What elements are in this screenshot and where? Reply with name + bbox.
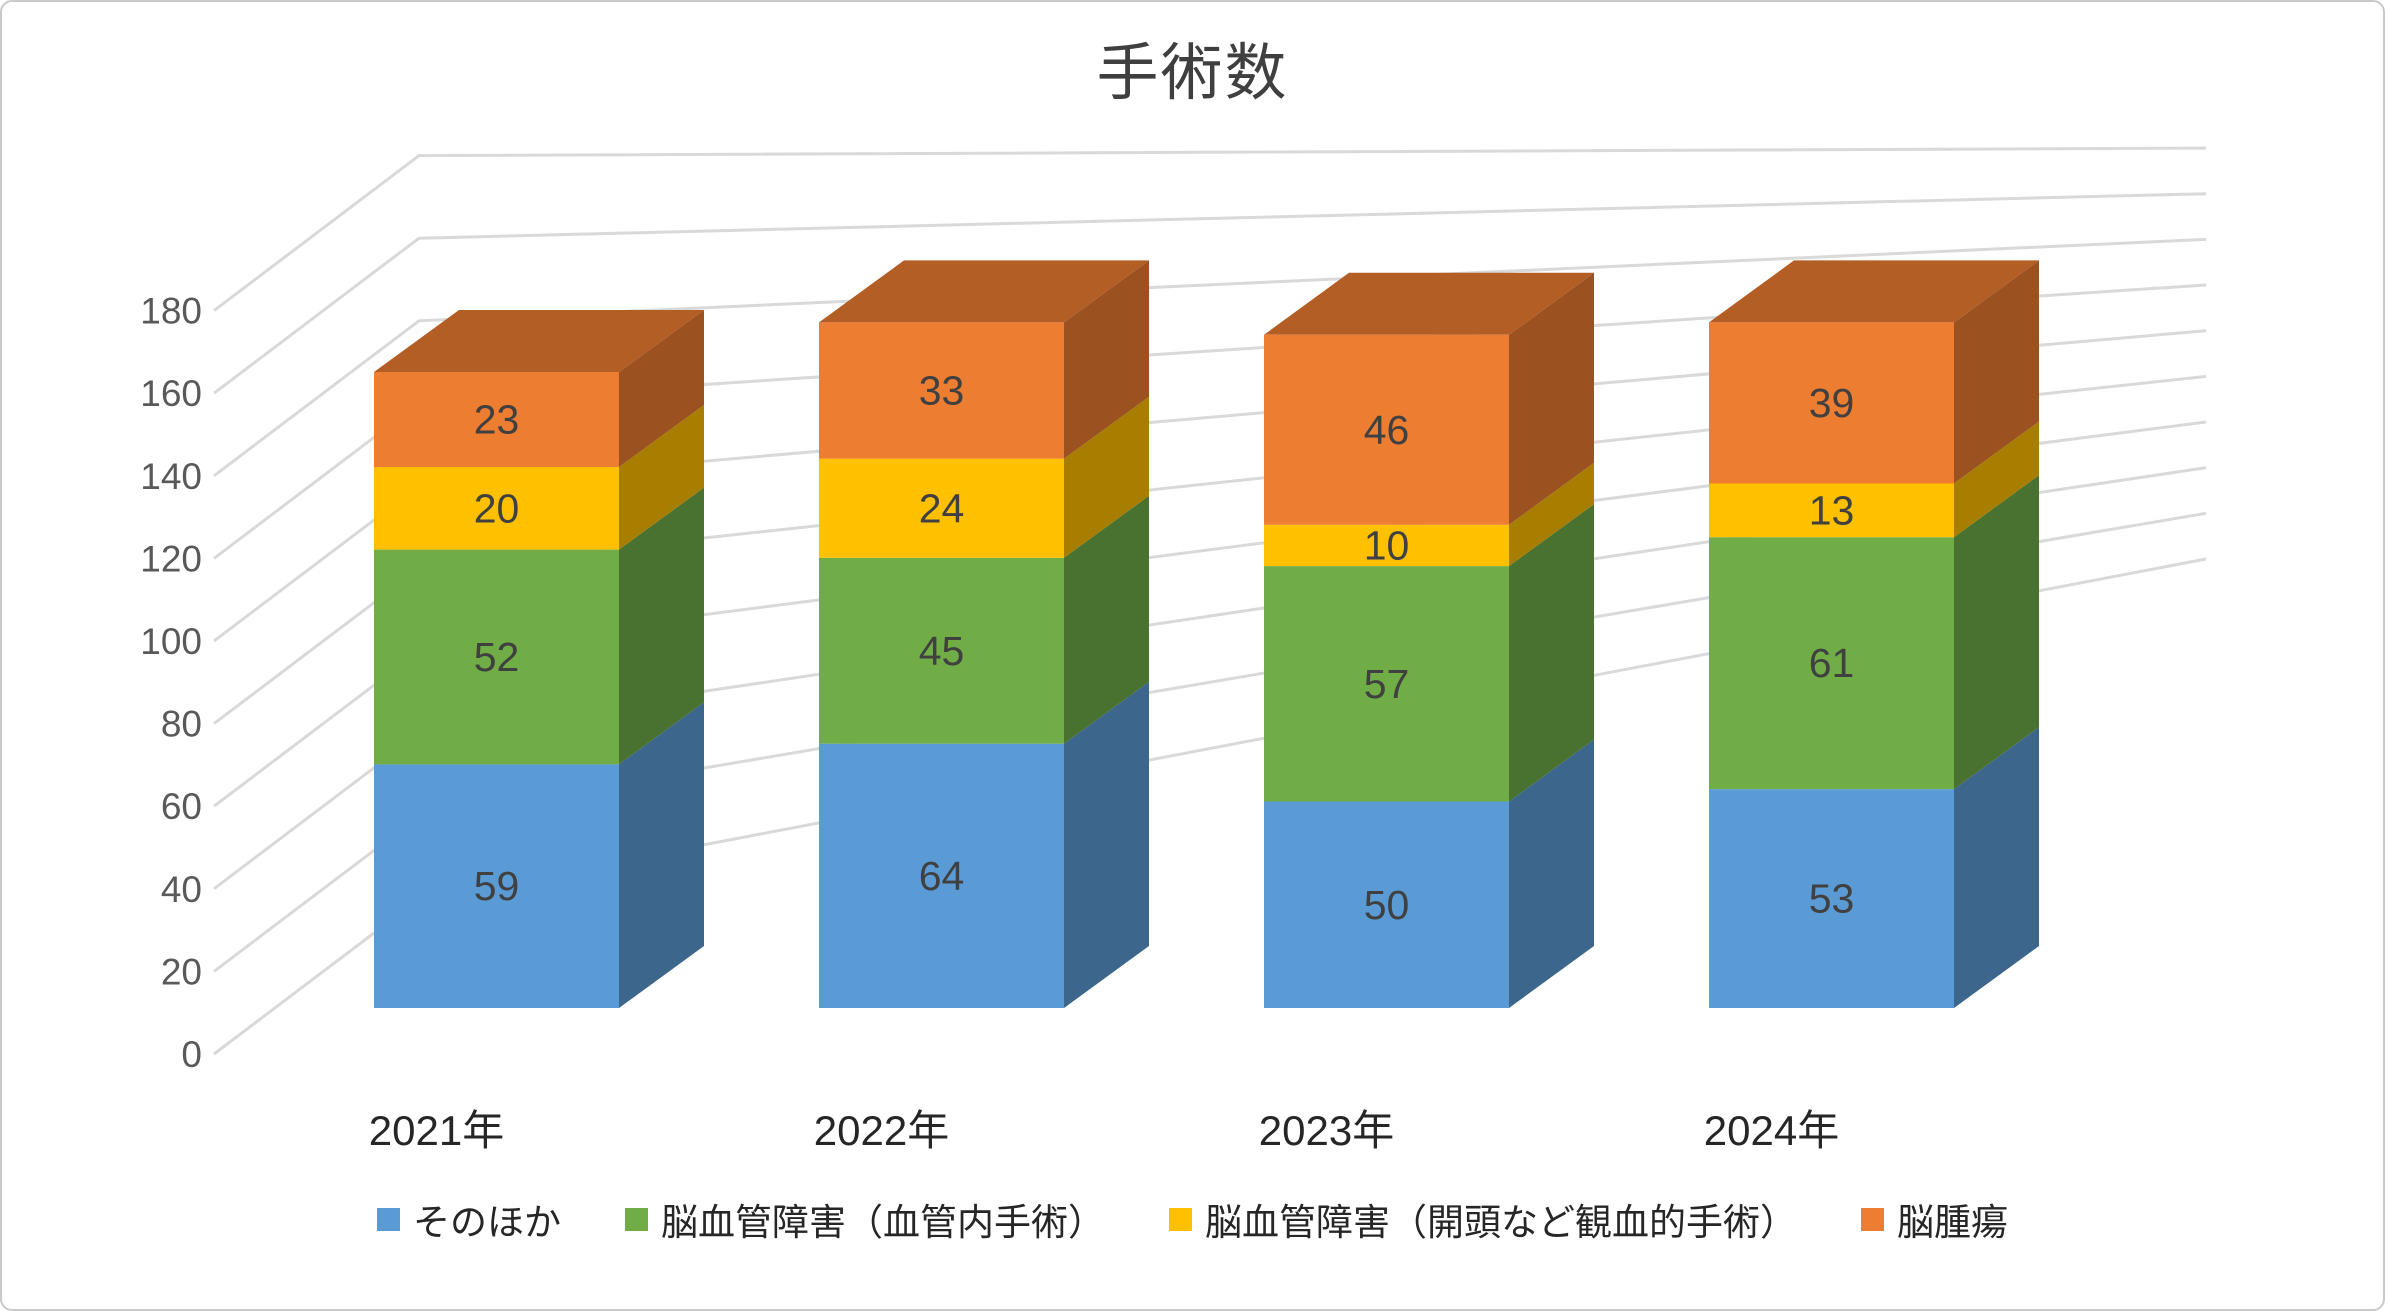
bar-segment-side: [1954, 260, 2039, 484]
bar-segment-side: [619, 487, 704, 765]
y-axis-label: 140: [140, 456, 202, 497]
bar-segment-side: [1509, 504, 1594, 802]
data-label: 20: [474, 485, 520, 531]
bar-segment-side: [1509, 462, 1594, 567]
bar-segment: [1709, 322, 1954, 484]
bar-segment-side: [619, 405, 704, 550]
legend-swatch: [1861, 1207, 1884, 1231]
bar-segment-side: [619, 310, 704, 467]
bar-segment: [374, 372, 619, 467]
bar-segment: [819, 743, 1064, 1008]
data-label: 64: [919, 853, 965, 899]
legend-swatch: [377, 1207, 400, 1231]
bar-segment: [819, 458, 1064, 558]
legend-item: 脳腫瘍: [1861, 1192, 2008, 1246]
legend-label: 脳血管障害（開頭など観血的手術）: [1205, 1202, 1797, 1243]
bar-segment: [1709, 789, 1954, 1008]
data-label: 57: [1364, 661, 1410, 707]
legend-item: 脳血管障害（開頭など観血的手術）: [1169, 1192, 1797, 1246]
legend-item: 脳血管障害（血管内手術）: [625, 1192, 1105, 1246]
x-axis-label: 2021年: [369, 1107, 504, 1154]
y-axis-label: 40: [161, 869, 202, 910]
bar-segment-side: [1954, 727, 2039, 1008]
x-axis-label: 2024年: [1704, 1107, 1839, 1154]
gridline: [213, 192, 2207, 395]
legend-label: 脳腫瘍: [1897, 1202, 2008, 1243]
bar-segment-side: [1064, 396, 1149, 558]
data-label: 53: [1809, 876, 1855, 922]
data-label: 46: [1364, 407, 1410, 453]
y-axis-label: 80: [161, 704, 202, 745]
bar-segment-side: [1064, 681, 1149, 1008]
x-axis-label: 2022年: [814, 1107, 949, 1154]
data-label: 59: [474, 863, 520, 909]
data-label: 61: [1809, 640, 1855, 686]
bar-segment-top: [374, 310, 704, 372]
data-labels-layer: 59 52 20 23 2021年 64 45 24 33 2022年 50 57 10 46 2023年 5…: [369, 368, 1855, 1154]
bar-segment: [819, 322, 1064, 459]
bar-segment: [1264, 334, 1509, 525]
bar-segment: [819, 557, 1064, 744]
bar-segment-top: [1264, 272, 1594, 335]
bar-segment: [374, 467, 619, 550]
bar-segment: [374, 549, 619, 765]
y-axis-label: 160: [140, 373, 202, 414]
bar-segment: [1264, 566, 1509, 802]
bar-segment-side: [1954, 421, 2039, 538]
data-label: 50: [1364, 882, 1410, 928]
bar-segment: [374, 764, 619, 1008]
bar-segment: [1709, 537, 1954, 790]
y-axis-label: 120: [140, 538, 202, 579]
legend-swatch: [625, 1207, 648, 1231]
y-axis-label: 100: [140, 621, 202, 662]
data-label: 24: [919, 485, 965, 531]
chart-title: 手術数: [1096, 39, 1289, 108]
data-label: 45: [919, 628, 965, 674]
data-label: 10: [1364, 522, 1410, 568]
y-axis: 0 20 40 60 80 100 120 140 160 180: [140, 291, 202, 1075]
bar-segment-side: [1064, 260, 1149, 459]
gridline: [213, 146, 2207, 312]
y-axis-label: 60: [161, 786, 202, 827]
bar-segment: [1709, 483, 1954, 538]
data-label: 39: [1809, 380, 1855, 426]
bar-segment-side: [1064, 495, 1149, 744]
bar-segment-side: [619, 702, 704, 1008]
bar-segment: [1264, 524, 1509, 567]
bar-segment: [1264, 801, 1509, 1008]
y-axis-label: 20: [161, 951, 202, 992]
legend-label: 脳血管障害（血管内手術）: [661, 1202, 1105, 1243]
bar-segment-side: [1954, 475, 2039, 790]
gridline: [213, 237, 2207, 477]
data-label: 52: [474, 634, 520, 680]
bar-segment-side: [1509, 272, 1594, 525]
y-axis-label: 180: [140, 291, 202, 332]
x-axis-label: 2023年: [1259, 1107, 1394, 1154]
legend-item: そのほか: [377, 1192, 561, 1246]
bars-layer: [374, 260, 2039, 1008]
data-label: 33: [919, 368, 965, 414]
data-label: 23: [474, 397, 520, 443]
y-axis-label: 0: [181, 1034, 202, 1075]
bar-segment-top: [1709, 260, 2039, 323]
bar-segment-side: [1509, 739, 1594, 1008]
legend-swatch: [1169, 1207, 1192, 1231]
legend: そのほか 脳血管障害（血管内手術） 脳血管障害（開頭など観血的手術） 脳腫瘍: [2, 1192, 2383, 1246]
bar-segment-top: [819, 260, 1149, 323]
legend-label: そのほか: [413, 1202, 561, 1243]
data-label: 13: [1809, 487, 1855, 533]
